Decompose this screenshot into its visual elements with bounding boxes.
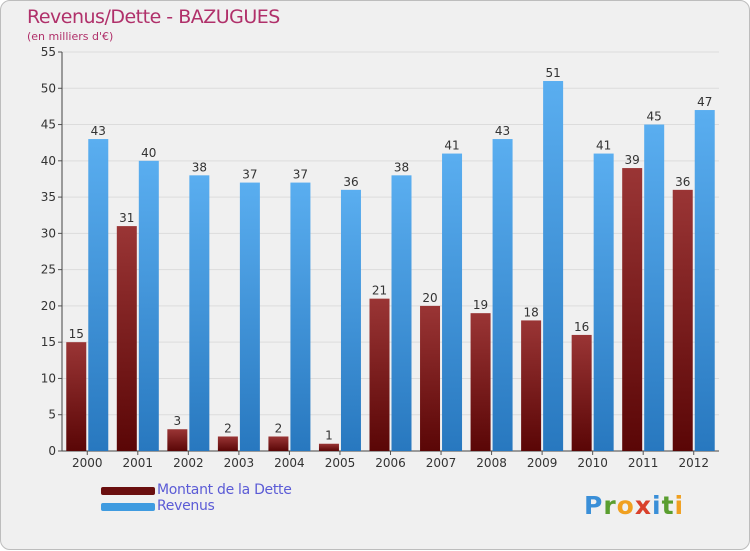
x-tick-label: 2011: [628, 456, 659, 470]
bar-revenus: [644, 124, 665, 451]
data-label: 15: [69, 327, 84, 341]
data-label: 43: [91, 124, 106, 138]
y-tick-label: 30: [41, 226, 56, 240]
bar-revenus: [543, 81, 564, 451]
bar-dette: [571, 334, 592, 451]
logo-letter: r: [603, 491, 617, 520]
bar-dette: [672, 189, 693, 451]
data-label: 2: [275, 421, 283, 435]
x-tick-label: 2012: [678, 456, 709, 470]
data-label: 3: [174, 414, 182, 428]
proxiti-logo: Proxiti: [584, 491, 684, 520]
bar-dette: [217, 436, 238, 451]
x-tick-label: 2008: [476, 456, 507, 470]
data-label: 2: [224, 421, 232, 435]
data-label: 51: [545, 66, 560, 80]
bar-revenus: [492, 139, 513, 451]
data-label: 19: [473, 298, 488, 312]
bar-dette: [622, 168, 643, 451]
y-tick-label: 45: [41, 118, 56, 132]
y-tick-label: 35: [41, 190, 56, 204]
legend-label-debt: Montant de la Dette: [157, 482, 292, 498]
legend-swatch-debt: [101, 487, 155, 495]
logo-letter: o: [616, 491, 635, 520]
data-label: 38: [394, 160, 409, 174]
bar-dette: [521, 320, 542, 451]
data-label: 18: [523, 305, 538, 319]
data-label: 36: [675, 175, 690, 189]
bar-revenus: [189, 175, 210, 451]
data-label: 31: [119, 211, 134, 225]
x-tick-label: 2005: [325, 456, 356, 470]
bar-revenus: [442, 153, 463, 451]
data-label: 41: [444, 139, 459, 153]
y-tick-label: 25: [41, 263, 56, 277]
y-tick-label: 20: [41, 299, 56, 313]
bar-revenus: [88, 139, 109, 451]
y-tick-label: 5: [48, 408, 56, 422]
bar-revenus: [138, 160, 159, 451]
legend-swatch-revenus: [101, 503, 155, 511]
grid-lines: [62, 51, 719, 416]
bar-revenus: [593, 153, 614, 451]
x-tick-label: 2003: [224, 456, 255, 470]
y-tick-label: 55: [41, 45, 56, 59]
bar-revenus: [694, 110, 715, 451]
bar-dette: [268, 436, 289, 451]
y-tick-label: 10: [41, 371, 56, 385]
bar-dette: [167, 429, 188, 451]
y-tick-label: 50: [41, 81, 56, 95]
bar-revenus: [340, 189, 361, 451]
bar-revenus: [239, 182, 260, 451]
data-label: 45: [647, 110, 662, 124]
bar-dette: [420, 305, 441, 451]
data-labels: 15 43 31 40 3 38 2 37 2 37 1 36 21 38 20 41 19 43 18 51 16 41…: [69, 66, 713, 443]
logo-letter: t: [661, 491, 675, 520]
x-tick-label: 2004: [274, 456, 305, 470]
data-label: 21: [372, 284, 387, 298]
data-label: 1: [325, 429, 333, 443]
data-label: 41: [596, 139, 611, 153]
data-label: 47: [697, 95, 712, 109]
bar-revenus: [391, 175, 412, 451]
chart-subtitle: (en milliers d'€): [27, 30, 114, 43]
data-label: 40: [141, 146, 156, 160]
y-tick-label: 40: [41, 154, 56, 168]
bar-dette: [470, 313, 491, 451]
x-tick-label: 2006: [375, 456, 406, 470]
logo-letter: x: [634, 491, 652, 520]
x-tick-label: 2007: [426, 456, 457, 470]
x-tick-label: 2002: [173, 456, 204, 470]
legend-label-revenus: Revenus: [157, 498, 215, 514]
data-label: 39: [625, 153, 640, 167]
logo-letter: i: [652, 491, 662, 520]
bar-dette: [369, 298, 390, 451]
data-label: 43: [495, 124, 510, 138]
x-tick-label: 2010: [577, 456, 608, 470]
data-label: 37: [242, 168, 257, 182]
logo-letter: P: [584, 491, 604, 520]
bar-dette: [318, 443, 339, 451]
bar-dette: [66, 342, 87, 451]
x-tick-label: 2001: [123, 456, 154, 470]
bars: [66, 81, 715, 451]
data-label: 16: [574, 320, 589, 334]
data-label: 20: [422, 291, 437, 305]
data-label: 38: [192, 160, 207, 174]
data-label: 36: [343, 175, 358, 189]
x-tick-label: 2009: [527, 456, 558, 470]
bar-revenus: [290, 182, 311, 451]
x-tick-label: 2000: [72, 456, 103, 470]
y-tick-label: 0: [48, 444, 56, 458]
chart-title: Revenus/Dette - BAZUGUES: [27, 6, 280, 28]
logo-letter: i: [674, 491, 685, 520]
data-label: 37: [293, 168, 308, 182]
bar-dette: [116, 226, 137, 451]
y-tick-label: 15: [41, 335, 56, 349]
